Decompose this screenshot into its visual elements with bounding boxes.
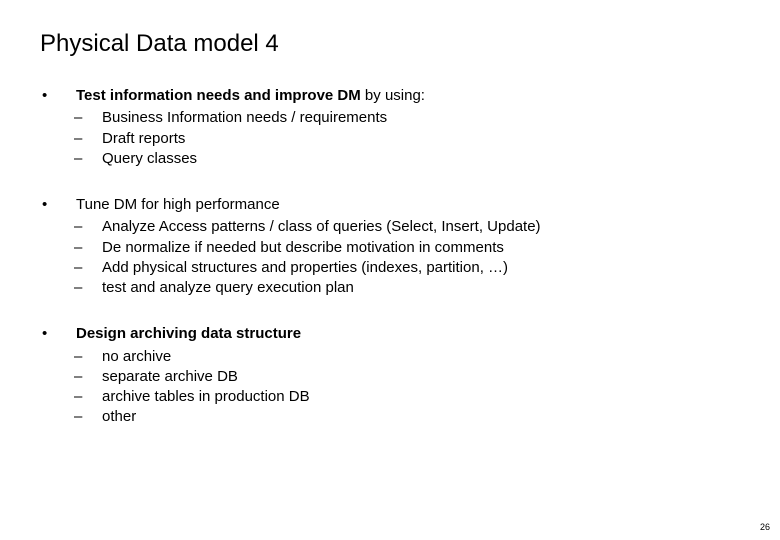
dash-marker: – <box>74 278 102 298</box>
list-item-text: archive tables in production DB <box>102 387 740 407</box>
bullet-marker: • <box>40 324 76 344</box>
list-item-text: other <box>102 407 740 427</box>
list-item-text: Test information needs and improve DM by… <box>76 86 740 106</box>
dash-marker: – <box>74 347 102 367</box>
list-item: – no archive <box>74 347 740 367</box>
page-number: 26 <box>760 522 770 532</box>
dash-marker: – <box>74 387 102 407</box>
bullet-marker: • <box>40 86 76 106</box>
list-item: • Test information needs and improve DM … <box>40 86 740 106</box>
lead-rest: by using: <box>361 87 425 104</box>
list-item: – Add physical structures and properties… <box>74 258 740 278</box>
dash-marker: – <box>74 407 102 427</box>
bullet-list: • Test information needs and improve DM … <box>40 86 740 428</box>
list-item-text: Analyze Access patterns / class of queri… <box>102 217 740 237</box>
dash-marker: – <box>74 217 102 237</box>
lead-bold: Design archiving data structure <box>76 325 301 342</box>
list-item-text: Tune DM for high performance <box>76 195 740 215</box>
bullet-marker: • <box>40 195 76 215</box>
list-item-text: separate archive DB <box>102 367 740 387</box>
dash-marker: – <box>74 367 102 387</box>
list-item-text: De normalize if needed but describe moti… <box>102 238 740 258</box>
dash-marker: – <box>74 149 102 169</box>
dash-marker: – <box>74 108 102 128</box>
list-item: – Draft reports <box>74 129 740 149</box>
page-title: Physical Data model 4 <box>40 30 740 58</box>
dash-marker: – <box>74 258 102 278</box>
list-item: – test and analyze query execution plan <box>74 278 740 298</box>
list-item: – archive tables in production DB <box>74 387 740 407</box>
list-item-text: no archive <box>102 347 740 367</box>
list-item: • Design archiving data structure <box>40 324 740 344</box>
list-item: • Tune DM for high performance <box>40 195 740 215</box>
list-item-text: Draft reports <box>102 129 740 149</box>
list-item: – separate archive DB <box>74 367 740 387</box>
list-item-text: Business Information needs / requirement… <box>102 108 740 128</box>
list-item: – Query classes <box>74 149 740 169</box>
dash-marker: – <box>74 238 102 258</box>
list-item: – Analyze Access patterns / class of que… <box>74 217 740 237</box>
list-item-text: Design archiving data structure <box>76 324 740 344</box>
list-item: – other <box>74 407 740 427</box>
list-item-text: Query classes <box>102 149 740 169</box>
list-item: – Business Information needs / requireme… <box>74 108 740 128</box>
slide: Physical Data model 4 • Test information… <box>0 0 780 540</box>
dash-marker: – <box>74 129 102 149</box>
list-item-text: test and analyze query execution plan <box>102 278 740 298</box>
list-item-text: Add physical structures and properties (… <box>102 258 740 278</box>
list-item: – De normalize if needed but describe mo… <box>74 238 740 258</box>
lead-bold: Test information needs and improve DM <box>76 87 361 104</box>
